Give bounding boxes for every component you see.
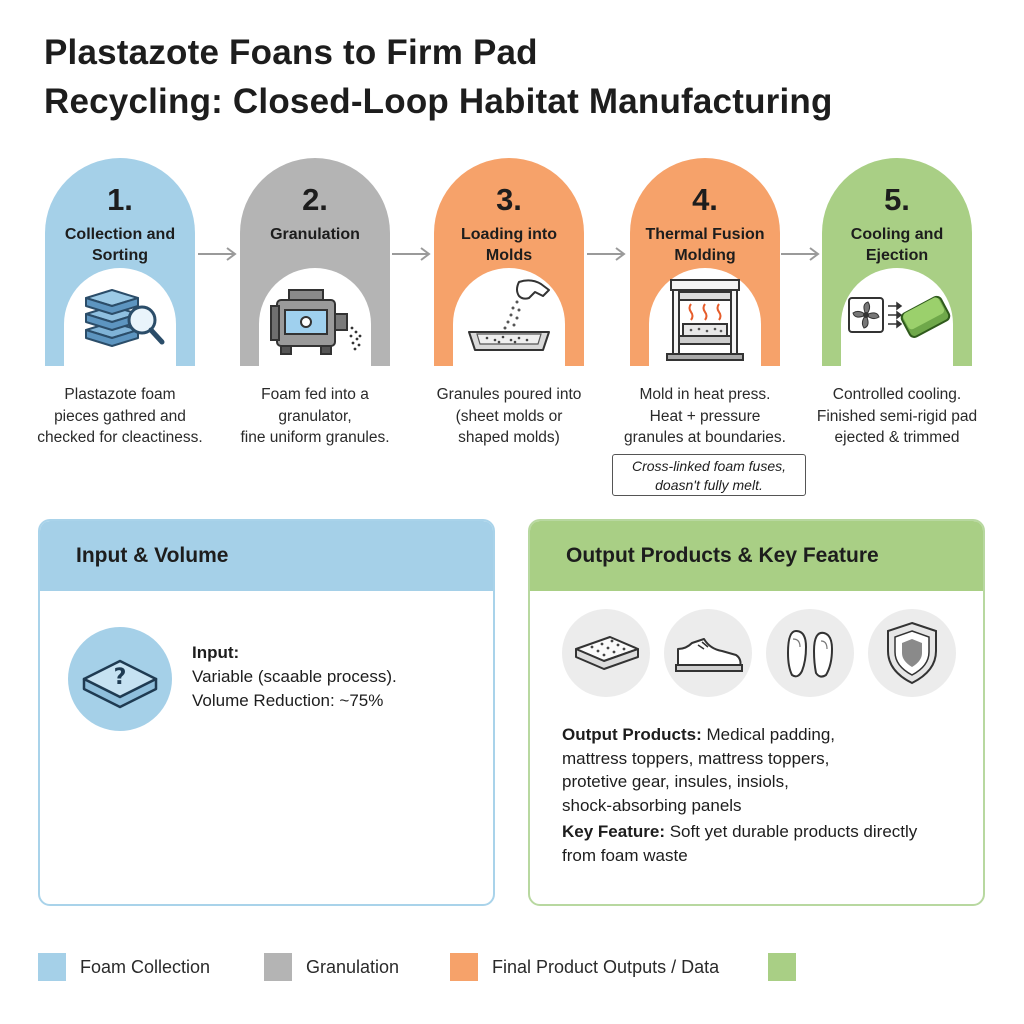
- step-2-desc-line: Foam fed into a: [261, 386, 369, 403]
- step-2-desc-line: granulator,: [278, 407, 352, 425]
- step-5-title-line-1: Cooling and: [850, 226, 944, 243]
- products-line-1: Output Products: Medical padding,: [562, 723, 972, 747]
- products-line-2: mattress toppers, mattress toppers,: [562, 748, 830, 768]
- step-4-number: 4.: [692, 182, 718, 217]
- input-volume-panel: Input & Volume ? Input: Variable (scaabl…: [38, 519, 495, 906]
- step-2-icon-window: [259, 268, 371, 366]
- mattress-icon: [562, 609, 650, 697]
- legend-label-final-outputs: Final Product Outputs / Data: [492, 957, 720, 977]
- step-4-icon-window: [649, 268, 761, 366]
- step-3-desc-line: Granules poured into: [436, 386, 582, 403]
- input-icon-circle: ?: [68, 627, 172, 731]
- input-details: Input: Variable (scaable process). Volum…: [192, 641, 397, 713]
- step-1-title: Collection and Sorting: [45, 224, 195, 266]
- step-5-description: Controlled cooling. Finished semi-rigid …: [797, 384, 997, 449]
- input-panel-heading: Input & Volume: [40, 521, 493, 591]
- hand-pouring-tray-icon: [468, 279, 550, 351]
- products-line-4: shock-absorbing panels: [562, 795, 742, 815]
- step-4-desc-line: granules at boundaries.: [623, 429, 786, 446]
- title-line-1: Plastazote Foans to Firm Pad: [44, 33, 538, 72]
- step-3-description: Granules poured into (sheet molds or sha…: [409, 384, 609, 449]
- arrow-1-to-2: [198, 247, 237, 261]
- foam-block-question-icon: ?: [82, 659, 158, 709]
- step-4-thermal-fusion: 4. Thermal Fusion Molding: [630, 158, 780, 366]
- legend-swatch-orange: [450, 953, 478, 981]
- fusion-note-line-2: doasn't fully melt.: [655, 477, 763, 493]
- step-2-granulation: 2. Granulation: [240, 158, 390, 366]
- input-value: Variable (scaable process).: [192, 667, 397, 686]
- insoles-icon: [766, 609, 854, 697]
- feature-line-2: from foam waste: [562, 845, 688, 865]
- step-1-desc-line: Plastazote foam: [64, 386, 176, 403]
- heat-press-icon: [666, 279, 744, 361]
- input-label: Input:: [192, 643, 240, 662]
- legend: Foam Collection Granulation Final Produc…: [38, 953, 998, 983]
- legend-label-granulation: Granulation: [306, 957, 400, 977]
- step-1-description: Plastazote foam pieces gathred and check…: [20, 384, 220, 449]
- step-5-desc-line: Controlled cooling.: [832, 386, 962, 403]
- step-1-number: 1.: [107, 182, 133, 217]
- fan-cooling-pad-icon: [848, 295, 951, 338]
- volume-reduction: Volume Reduction: ~75%: [192, 691, 384, 710]
- fusion-note-box: Cross-linked foam fuses, doasn't fully m…: [612, 454, 806, 496]
- step-3-number: 3.: [496, 182, 522, 217]
- feature-label: Key Feature:: [562, 822, 665, 841]
- step-3-loading: 3. Loading into Molds: [434, 158, 584, 366]
- step-3-desc-line: shaped molds): [458, 429, 560, 446]
- output-products-panel: Output Products & Key Feature: [528, 519, 985, 906]
- output-details: Output Products: Medical padding, mattre…: [562, 723, 972, 867]
- step-1-title-line-1: Collection and: [64, 226, 176, 243]
- legend-swatch-blue: [38, 953, 66, 981]
- output-panel-heading: Output Products & Key Feature: [530, 521, 983, 591]
- product-icons-row: [562, 609, 962, 699]
- step-1-title-line-2: Sorting: [92, 247, 148, 264]
- step-4-desc-line: Mold in heat press.: [639, 386, 771, 403]
- products-line-3: protetive gear, insules, insiols,: [562, 772, 789, 791]
- step-5-cooling: 5. Cooling and Ejection: [822, 158, 972, 366]
- step-2-title-line-1: Granulation: [270, 226, 360, 243]
- arrow-3-to-4: [587, 247, 626, 261]
- fusion-note-line-1: Cross-linked foam fuses,: [631, 458, 787, 474]
- step-2-number: 2.: [302, 182, 328, 217]
- page-title: Plastazote Foans to Firm Pad Recycling: …: [44, 28, 833, 126]
- legend-swatch-gray: [264, 953, 292, 981]
- products-text: Medical padding,: [701, 725, 836, 744]
- step-3-title: Loading into Molds: [434, 224, 584, 266]
- step-1-desc-line: pieces gathred and: [54, 407, 186, 425]
- step-5-title: Cooling and Ejection: [822, 224, 972, 266]
- stacked-foam-magnifier-icon: [85, 289, 165, 347]
- products-label: Output Products:: [562, 725, 702, 744]
- step-3-title-line-2: Molds: [485, 247, 533, 264]
- step-5-number: 5.: [884, 182, 910, 217]
- step-4-title-line-2: Molding: [674, 247, 736, 264]
- step-4-desc-line: Heat + pressure: [649, 407, 761, 425]
- step-4-title-line-1: Thermal Fusion: [645, 226, 765, 243]
- step-4-title: Thermal Fusion Molding: [630, 224, 780, 266]
- step-2-description: Foam fed into a granulator, fine uniform…: [215, 384, 415, 449]
- step-2-desc-line: fine uniform granules.: [240, 429, 390, 446]
- protective-shield-icon: [868, 609, 956, 697]
- feature-line-1: Key Feature: Soft yet durable products d…: [562, 820, 972, 844]
- step-3-icon-window: [453, 268, 565, 366]
- step-2-title: Granulation: [240, 224, 390, 245]
- shoe-icon: [664, 609, 752, 697]
- step-4-description: Mold in heat press. Heat + pressure gran…: [605, 384, 805, 449]
- title-line-2: Recycling: Closed-Loop Habitat Manufactu…: [44, 82, 833, 121]
- step-1-icon-window: [64, 268, 176, 366]
- step-5-icon-window: [841, 268, 953, 366]
- legend-swatch-green: [768, 953, 796, 981]
- step-3-title-line-1: Loading into: [461, 226, 557, 243]
- svg-text:?: ?: [114, 665, 127, 690]
- step-1-collection: 1. Collection and Sorting: [45, 158, 195, 366]
- step-5-desc-line: Finished semi-rigid pad: [816, 407, 978, 425]
- step-5-desc-line: ejected & trimmed: [834, 429, 960, 446]
- arrow-4-to-5: [781, 247, 820, 261]
- legend-label-foam-collection: Foam Collection: [80, 957, 211, 977]
- step-3-desc-line: (sheet molds or: [455, 407, 563, 425]
- granulator-machine-icon: [270, 289, 362, 355]
- arrow-2-to-3: [392, 247, 431, 261]
- step-5-title-line-2: Ejection: [865, 247, 929, 264]
- step-1-desc-line: checked for cleactiness.: [37, 429, 203, 446]
- feature-text: Soft yet durable products directly: [664, 822, 918, 841]
